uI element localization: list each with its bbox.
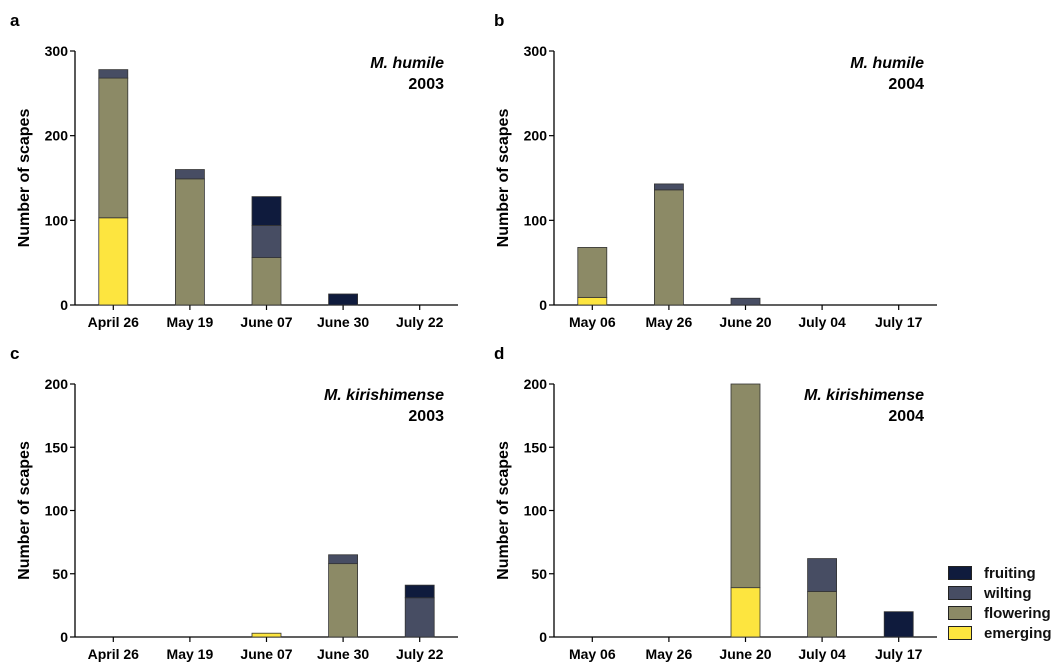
y-axis-label: Number of scapes: [495, 441, 512, 580]
year-title: 2003: [408, 76, 444, 93]
bar-segment-wilting: [730, 297, 761, 306]
x-tick-label: June 20: [719, 646, 771, 662]
x-tick-label: June 07: [240, 314, 292, 330]
y-axis-label: Number of scapes: [16, 441, 33, 580]
species-title: M. humile: [370, 55, 444, 72]
x-tick-label: July 22: [396, 646, 444, 662]
legend-swatch-flowering: [948, 606, 972, 620]
bar-segment-flowering: [807, 591, 837, 638]
x-tick-label: May 19: [167, 646, 214, 662]
legend-label-wilting: wilting: [984, 584, 1032, 602]
bar-segment-flowering: [98, 77, 129, 219]
y-tick-label: 50: [531, 566, 547, 582]
x-tick-label: June 30: [317, 646, 369, 662]
x-tick-label: May 06: [569, 646, 616, 662]
y-tick-label: 100: [45, 503, 69, 519]
year-title: 2004: [888, 76, 924, 93]
legend-label-emerging: emerging: [984, 624, 1052, 642]
x-tick-label: May 26: [646, 314, 693, 330]
x-tick-label: April 26: [88, 646, 140, 662]
x-tick-label: May 26: [646, 646, 693, 662]
y-tick-label: 0: [60, 629, 68, 645]
bar-segment-wilting: [404, 597, 435, 638]
x-tick-label: June 07: [240, 646, 292, 662]
bar-segment-emerging: [577, 296, 608, 306]
bar-segment-wilting: [654, 183, 684, 191]
panel-label-b: b: [494, 11, 504, 30]
panel-label-a: a: [10, 11, 20, 30]
legend: fruiting wilting flowering emerging: [948, 563, 1052, 643]
species-title: M. humile: [850, 55, 924, 72]
y-tick-label: 300: [524, 43, 548, 59]
bar-segment-wilting: [98, 69, 129, 79]
bar-segment-emerging: [251, 632, 282, 638]
legend-item-wilting: wilting: [948, 583, 1052, 603]
x-tick-label: June 30: [317, 314, 369, 330]
bar-segment-emerging: [98, 217, 129, 306]
y-tick-label: 0: [60, 297, 68, 313]
y-tick-label: 0: [539, 629, 547, 645]
y-tick-label: 50: [52, 566, 68, 582]
y-tick-label: 150: [524, 439, 548, 455]
legend-swatch-wilting: [948, 586, 972, 600]
x-tick-label: July 17: [875, 314, 923, 330]
legend-label-fruiting: fruiting: [984, 564, 1036, 582]
bar-segment-wilting: [328, 554, 359, 565]
bar-segment-fruiting: [251, 196, 282, 226]
bar-segment-flowering: [654, 189, 684, 306]
legend-item-emerging: emerging: [948, 623, 1052, 643]
bar-segment-wilting: [807, 558, 837, 592]
bar-segment-flowering: [730, 383, 761, 589]
legend-item-fruiting: fruiting: [948, 563, 1052, 583]
legend-item-flowering: flowering: [948, 603, 1052, 623]
y-tick-label: 0: [539, 297, 547, 313]
y-tick-label: 100: [524, 212, 548, 228]
x-tick-label: May 19: [167, 314, 214, 330]
y-axis-label: Number of scapes: [495, 109, 512, 248]
bar-segment-flowering: [251, 257, 282, 306]
bar-segment-flowering: [328, 563, 359, 638]
legend-swatch-fruiting: [948, 566, 972, 580]
species-title: M. kirishimense: [324, 387, 444, 404]
x-tick-label: June 20: [719, 314, 771, 330]
y-tick-label: 100: [524, 503, 548, 519]
x-tick-label: May 06: [569, 314, 616, 330]
bar-segment-fruiting: [883, 611, 914, 638]
legend-label-flowering: flowering: [984, 604, 1051, 622]
y-tick-label: 300: [45, 43, 69, 59]
y-tick-label: 200: [45, 376, 69, 392]
bar-segment-fruiting: [404, 584, 435, 599]
x-tick-label: April 26: [88, 314, 140, 330]
y-tick-label: 200: [524, 128, 548, 144]
x-tick-label: July 04: [798, 314, 846, 330]
x-tick-label: July 22: [396, 314, 444, 330]
y-tick-label: 200: [524, 376, 548, 392]
species-title: M. kirishimense: [804, 387, 924, 404]
bar-segment-flowering: [577, 247, 608, 298]
panel-label-c: c: [10, 344, 19, 363]
x-tick-label: July 04: [798, 646, 846, 662]
bar-segment-emerging: [730, 587, 761, 638]
y-axis-label: Number of scapes: [16, 109, 33, 248]
year-title: 2003: [408, 408, 444, 425]
bar-segment-fruiting: [328, 293, 359, 306]
x-tick-label: July 17: [875, 646, 923, 662]
bar-segment-wilting: [251, 225, 282, 258]
panel-label-d: d: [494, 344, 504, 363]
y-tick-label: 200: [45, 128, 69, 144]
y-tick-label: 100: [45, 212, 69, 228]
bar-segment-wilting: [174, 169, 205, 180]
bar-segment-flowering: [174, 178, 205, 306]
y-tick-label: 150: [45, 439, 69, 455]
legend-swatch-emerging: [948, 626, 972, 640]
year-title: 2004: [888, 408, 924, 425]
